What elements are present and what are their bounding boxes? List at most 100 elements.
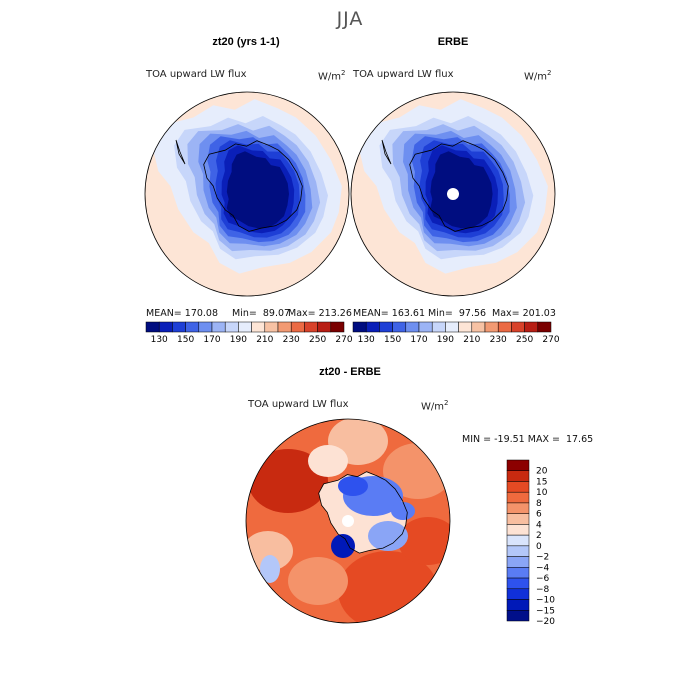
panel1-title: zt20 (yrs 1-1) <box>212 36 280 48</box>
cbar1-swatch-14 <box>330 321 345 333</box>
cbar2-tick-5: 230 <box>490 335 507 345</box>
diff-colorbar-tick-8: −2 <box>536 553 549 563</box>
panel3-title: zt20 - ERBE <box>319 366 381 378</box>
cbar2-swatch-8 <box>458 321 473 333</box>
cbar2-swatch-9 <box>471 321 486 333</box>
cbar1-swatch-6 <box>224 321 239 333</box>
panel2-title: ERBE <box>437 36 469 48</box>
cbar2-swatch-11 <box>497 321 512 333</box>
cbar1-tick-1: 150 <box>177 335 194 345</box>
map2-contour-7 <box>430 151 493 229</box>
diff-colorbar-swatch-12 <box>506 588 530 600</box>
cbar2-tick-2: 170 <box>410 335 427 345</box>
cbar1-swatch-8 <box>251 321 266 333</box>
cbar1-swatch-1 <box>158 321 173 333</box>
diff-colorbar-tick-12: −10 <box>536 596 555 606</box>
diff-anomaly-4 <box>246 531 293 571</box>
diff-colorbar-tick-4: 6 <box>536 510 542 520</box>
cbar1-swatch-0 <box>145 321 160 333</box>
panel1-min: Min= 89.07 <box>232 308 291 319</box>
panel1-units: W/m2 <box>318 69 346 83</box>
cbar1-swatch-10 <box>277 321 292 333</box>
panel2-colorbar: 130 150 170 190 210 230 250 270 <box>352 321 560 345</box>
diff-negative-2 <box>338 476 368 496</box>
diff-negative-4 <box>391 502 415 520</box>
diff-anomaly-0 <box>248 449 328 513</box>
diff-colorbar-swatch-14 <box>506 610 530 622</box>
diff-colorbar-tick-10: −6 <box>536 574 550 584</box>
panel3-stats: MIN = -19.51 MAX = 17.65 <box>462 434 594 445</box>
diff-colorbar-tick-14: −20 <box>536 617 555 627</box>
map2-pole-mask <box>447 188 459 200</box>
diff-colorbar-tick-7: 0 <box>536 542 542 552</box>
diff-anomaly-6 <box>398 517 450 565</box>
cbar2-swatch-13 <box>524 321 539 333</box>
cbar1-tick-6: 250 <box>309 335 326 345</box>
cbar1-tick-4: 210 <box>256 335 273 345</box>
panel2-field-label: TOA upward LW flux <box>353 69 454 80</box>
cbar2-swatch-4 <box>405 321 420 333</box>
cbar2-swatch-14 <box>537 321 552 333</box>
panel3-units: W/m2 <box>421 399 449 413</box>
panel1-colorbar: 130 150 170 190 210 230 250 270 <box>145 321 353 345</box>
cbar1-tick-0: 130 <box>151 335 168 345</box>
cbar2-tick-6: 250 <box>516 335 533 345</box>
diff-colorbar-tick-3: 8 <box>536 499 542 509</box>
cbar2-swatch-5 <box>418 321 433 333</box>
panel2-min: Min= 97.56 <box>428 308 487 319</box>
cbar2-tick-4: 210 <box>463 335 480 345</box>
diff-colorbar-swatch-2 <box>506 481 530 493</box>
diff-colorbar-swatch-10 <box>506 567 530 579</box>
cbar1-swatch-11 <box>290 321 305 333</box>
cbar1-swatch-2 <box>172 321 186 333</box>
cbar1-tick-3: 190 <box>230 335 247 345</box>
cbar1-swatch-7 <box>238 321 252 333</box>
panel2-units: W/m2 <box>524 69 552 83</box>
diff-colorbar-tick-2: 10 <box>536 488 548 498</box>
panel1-mean: MEAN= 170.08 <box>146 308 219 319</box>
diff-colorbar-swatch-13 <box>506 599 530 611</box>
diff-colorbar-swatch-7 <box>506 534 530 547</box>
diff-colorbar-swatch-0 <box>506 459 530 471</box>
cbar2-swatch-12 <box>511 321 525 333</box>
map1-contour-7 <box>226 151 289 229</box>
panel3-field-label: TOA upward LW flux <box>248 399 349 410</box>
cbar1-tick-7: 270 <box>335 335 352 345</box>
cbar2-tick-3: 190 <box>437 335 454 345</box>
diff-colorbar-swatch-4 <box>506 502 530 514</box>
cbar2-swatch-6 <box>431 321 446 333</box>
cbar2-swatch-10 <box>484 321 499 333</box>
panel2-max: Max= 201.03 <box>492 308 556 319</box>
cbar2-tick-7: 270 <box>542 335 559 345</box>
diff-colorbar-swatch-9 <box>506 556 530 568</box>
cbar1-swatch-3 <box>185 321 200 333</box>
panel1-max: Max= 213.26 <box>288 308 352 319</box>
diff-colorbar-tick-13: −15 <box>536 606 555 616</box>
cbar1-tick-2: 170 <box>203 335 220 345</box>
panel2-mean: MEAN= 163.61 <box>353 308 426 319</box>
diff-colorbar-swatch-11 <box>506 577 530 590</box>
diff-colorbar-tick-0: 20 <box>536 467 548 477</box>
panel2-map <box>351 92 555 296</box>
cbar2-swatch-3 <box>392 321 407 333</box>
cbar1-swatch-13 <box>317 321 332 333</box>
diff-pole-mask <box>342 515 354 527</box>
diff-colorbar-swatch-3 <box>506 491 530 504</box>
panel1-field-label: TOA upward LW flux <box>146 69 247 80</box>
cbar2-swatch-2 <box>379 321 393 333</box>
diff-anomaly-7 <box>308 445 348 477</box>
cbar2-swatch-7 <box>445 321 459 333</box>
diff-colorbar-tick-5: 4 <box>536 520 542 530</box>
cbar1-swatch-4 <box>198 321 213 333</box>
cbar1-swatch-5 <box>211 321 226 333</box>
cbar1-tick-5: 230 <box>283 335 300 345</box>
panel3-map <box>246 419 450 623</box>
panel1-map <box>145 92 349 296</box>
diff-colorbar-tick-6: 2 <box>536 531 542 541</box>
diff-negative-3 <box>331 534 355 558</box>
cbar2-swatch-1 <box>365 321 380 333</box>
diff-colorbar-tick-9: −4 <box>536 563 550 573</box>
diff-colorbar-tick-1: 15 <box>536 477 547 487</box>
